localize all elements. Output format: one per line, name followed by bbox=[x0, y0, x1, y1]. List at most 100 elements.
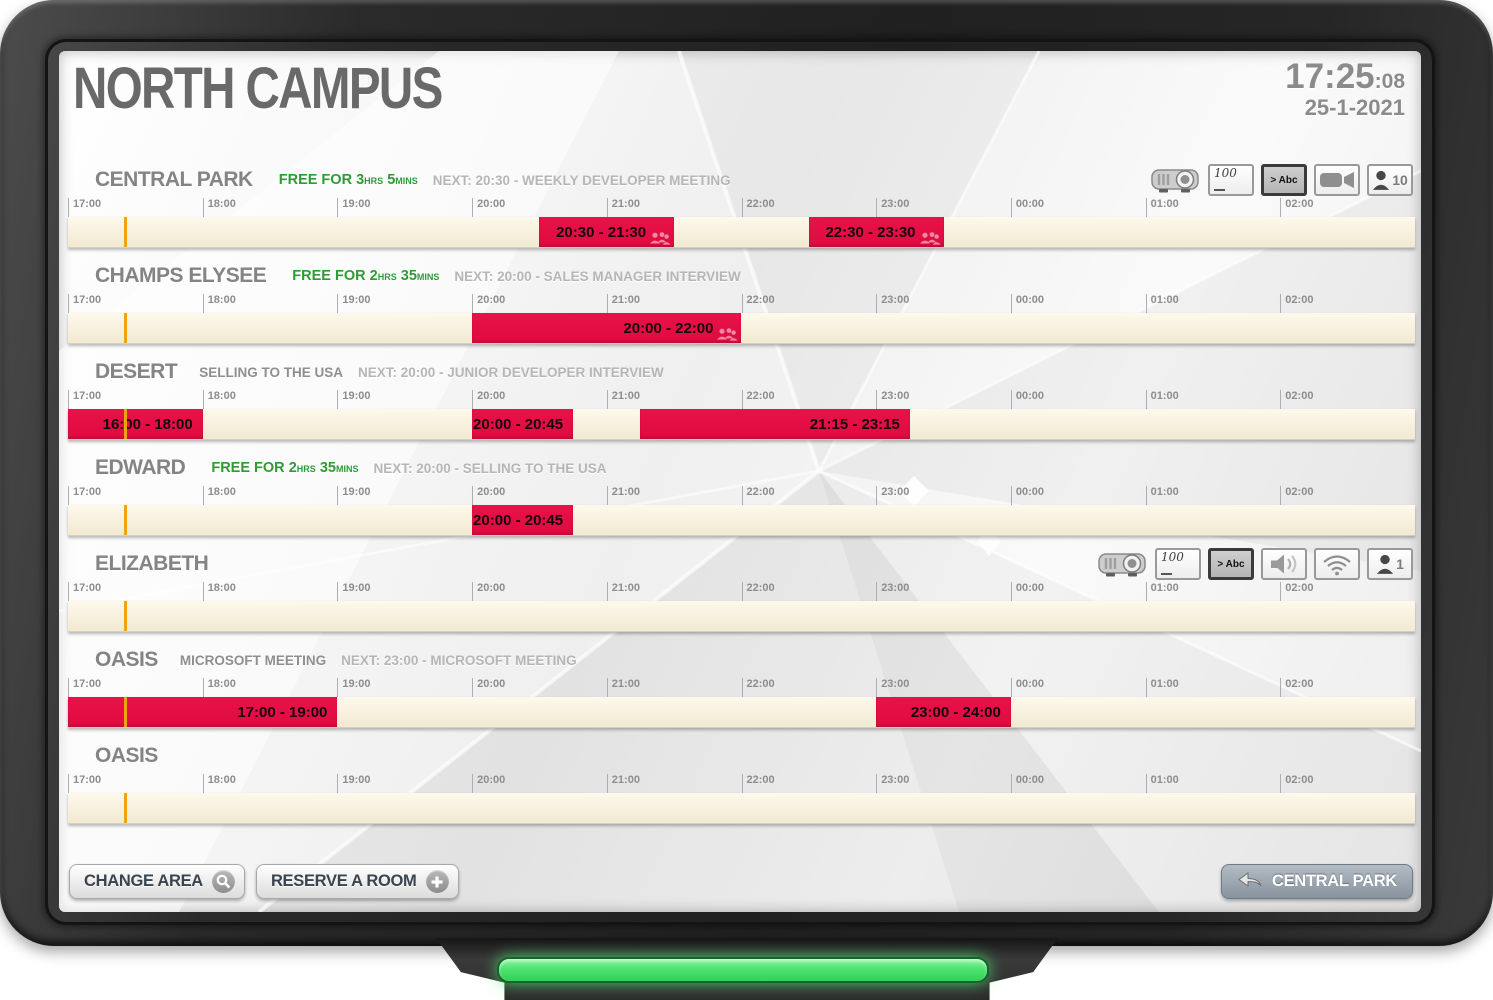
tick-label: 01:00 bbox=[1145, 294, 1179, 313]
tick-label: 21:00 bbox=[606, 678, 640, 697]
next-meeting-label: NEXT: 20:00 - JUNIOR DEVELOPER INTERVIEW bbox=[357, 364, 664, 380]
tick-label: 23:00 bbox=[876, 294, 909, 313]
tick-label: 01:00 bbox=[1145, 486, 1179, 505]
clock-date: 25-1-2021 bbox=[1304, 95, 1405, 120]
free-label: FREE FOR bbox=[278, 172, 353, 188]
booking-time-label: 17:00 - 19:00 bbox=[237, 703, 328, 721]
booking-time-label: 20:30 - 21:30 bbox=[556, 223, 647, 241]
tick-label: 23:00 bbox=[876, 774, 909, 793]
free-hours-unit: HRS bbox=[377, 272, 397, 282]
next-meeting-label: NEXT: 23:00 - MICROSOFT MEETING bbox=[341, 652, 577, 668]
tick-label: 02:00 bbox=[1280, 198, 1313, 217]
booking-block[interactable]: 22:30 - 23:30 bbox=[808, 217, 944, 247]
room-header: OASIS MICROSOFT MEETING NEXT: 23:00 - MI… bbox=[68, 643, 1415, 677]
projector-icon bbox=[1098, 547, 1148, 581]
current-time-marker bbox=[124, 409, 128, 439]
capacity-count: 10 bbox=[1392, 172, 1408, 188]
wifi-icon bbox=[1314, 548, 1360, 580]
tick-label: 22:00 bbox=[741, 486, 775, 505]
status-led-bar bbox=[497, 957, 989, 983]
room-header: EDWARD FREE FOR 2HRS 35MINS NEXT: 20:00 … bbox=[68, 451, 1415, 485]
timeline-bar[interactable] bbox=[68, 601, 1415, 632]
footer: CHANGE AREA RESERVE A ROOM CENTRAL PARK bbox=[69, 864, 1413, 899]
tick-label: 19:00 bbox=[337, 486, 371, 505]
tick-label: 01:00 bbox=[1145, 390, 1179, 409]
tick-label: 22:00 bbox=[741, 198, 775, 217]
tick-label: 19:00 bbox=[337, 582, 371, 601]
free-minutes: 35 bbox=[400, 268, 417, 284]
tick-label: 00:00 bbox=[1010, 678, 1044, 697]
tick-label: 00:00 bbox=[1010, 774, 1044, 793]
tick-label: 17:00 bbox=[68, 486, 101, 505]
free-label: FREE FOR bbox=[211, 460, 285, 476]
timeline-bar[interactable] bbox=[68, 793, 1415, 824]
tick-label: 21:00 bbox=[606, 774, 640, 793]
tick-label: 22:00 bbox=[741, 294, 775, 313]
tick-label: 00:00 bbox=[1010, 390, 1044, 409]
tick-label: 22:00 bbox=[741, 678, 775, 697]
tick-label: 00:00 bbox=[1010, 198, 1044, 217]
free-minutes: 5 bbox=[387, 172, 396, 188]
timeline-bar[interactable]: 20:00 - 22:00 bbox=[68, 313, 1415, 344]
display-icon: > Abc bbox=[1208, 548, 1254, 580]
reserve-room-button[interactable]: RESERVE A ROOM bbox=[255, 864, 459, 899]
tick-label: 19:00 bbox=[337, 198, 371, 217]
next-meeting-label: NEXT: 20:30 - WEEKLY DEVELOPER MEETING bbox=[432, 172, 731, 188]
tick-label: 23:00 bbox=[876, 486, 909, 505]
room-header: CHAMPS ELYSEE FREE FOR 2HRS 35MINS NEXT:… bbox=[68, 259, 1415, 293]
clock: 17:25:08 25-1-2021 bbox=[1285, 59, 1405, 119]
tick-label: 21:00 bbox=[606, 294, 640, 313]
page-title: NORTH CAMPUS bbox=[73, 56, 443, 121]
tick-label: 18:00 bbox=[202, 486, 236, 505]
booking-block[interactable]: 16:00 - 18:00 bbox=[68, 409, 203, 439]
tick-label: 02:00 bbox=[1280, 774, 1313, 793]
equipment-icons: 100 > Abc 1 bbox=[1098, 547, 1413, 581]
speaker-icon bbox=[1261, 548, 1307, 580]
free-hours-unit: HRS bbox=[364, 176, 384, 186]
room-name: DESERT bbox=[95, 360, 178, 383]
back-arrow-icon bbox=[1237, 870, 1263, 893]
free-status: FREE FOR 3HRS 5MINS bbox=[279, 172, 418, 188]
room-row-oasis-1: OASIS MICROSOFT MEETING NEXT: 23:00 - MI… bbox=[68, 643, 1415, 728]
tick-label: 17:00 bbox=[68, 582, 101, 601]
tick-label: 18:00 bbox=[202, 582, 236, 601]
current-time-marker bbox=[124, 217, 128, 247]
whiteboard-icon: 100 bbox=[1208, 164, 1254, 196]
tick-label: 20:00 bbox=[472, 678, 505, 697]
tick-label: 00:00 bbox=[1010, 294, 1044, 313]
tick-label: 02:00 bbox=[1280, 582, 1313, 601]
booking-block[interactable]: 20:00 - 20:45 bbox=[472, 505, 574, 535]
tick-label: 17:00 bbox=[68, 294, 101, 313]
free-minutes: 35 bbox=[319, 460, 336, 476]
timeline-bar[interactable]: 20:00 - 20:45 bbox=[68, 505, 1415, 536]
tick-label: 23:00 bbox=[876, 582, 909, 601]
tick-label: 20:00 bbox=[472, 390, 505, 409]
timeline-bar[interactable]: 16:00 - 18:00 20:00 - 20:45 21:15 - 23:1… bbox=[68, 409, 1415, 440]
free-hours: 2 bbox=[369, 268, 378, 284]
tick-label: 01:00 bbox=[1145, 678, 1179, 697]
whiteboard-marker bbox=[1214, 188, 1225, 191]
booking-time-label: 16:00 - 18:00 bbox=[102, 415, 193, 433]
whiteboard-size: 100 bbox=[1161, 550, 1184, 564]
tick-label: 01:00 bbox=[1145, 582, 1179, 601]
booking-block[interactable]: 20:00 - 20:45 bbox=[472, 409, 574, 439]
timeline-ticks: 17:00 18:00 19:00 20:00 21:00 22:00 23:00 00:00… bbox=[68, 677, 1415, 697]
booking-time-label: 23:00 - 24:00 bbox=[910, 703, 1001, 721]
free-minutes-unit: MINS bbox=[416, 272, 440, 282]
booking-block[interactable]: 21:15 - 23:15 bbox=[640, 409, 910, 439]
capacity-count: 1 bbox=[1396, 556, 1404, 572]
free-status: FREE FOR 2HRS 35MINS bbox=[292, 268, 439, 284]
booking-block[interactable]: 17:00 - 19:00 bbox=[68, 697, 338, 727]
attendees-icon bbox=[919, 232, 941, 245]
booking-block[interactable]: 20:00 - 22:00 bbox=[472, 313, 742, 343]
booking-block[interactable]: 20:30 - 21:30 bbox=[539, 217, 675, 247]
timeline-bar[interactable]: 20:30 - 21:30 22:30 - 23:30 bbox=[68, 217, 1415, 248]
tick-label: 19:00 bbox=[337, 678, 371, 697]
change-area-button[interactable]: CHANGE AREA bbox=[69, 864, 245, 899]
free-label: FREE FOR bbox=[292, 268, 366, 284]
timeline-bar[interactable]: 17:00 - 19:00 23:00 - 24:00 bbox=[68, 697, 1415, 728]
tick-label: 02:00 bbox=[1280, 486, 1313, 505]
back-to-room-button[interactable]: CENTRAL PARK bbox=[1220, 864, 1413, 899]
tick-label: 18:00 bbox=[202, 678, 236, 697]
booking-block[interactable]: 23:00 - 24:00 bbox=[876, 697, 1011, 727]
